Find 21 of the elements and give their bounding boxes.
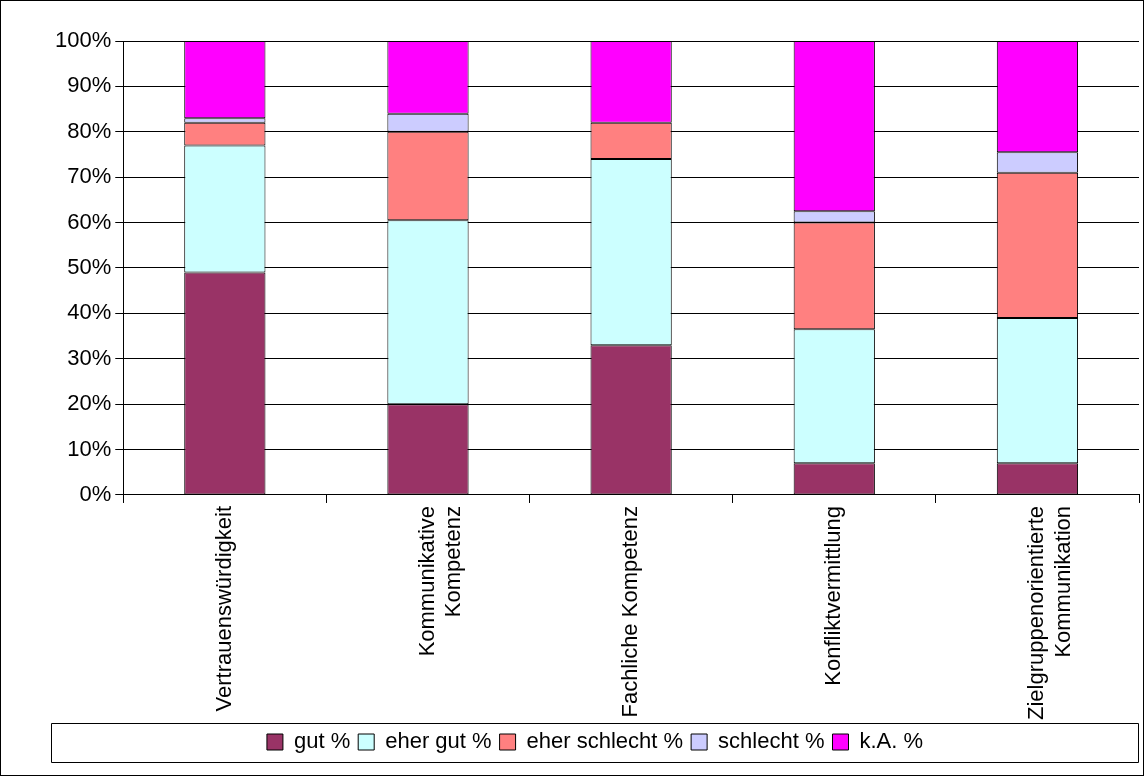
y-tick-label: 0% (79, 481, 112, 507)
x-tick-label: Vertrauenswürdigkeit (210, 505, 236, 712)
x-tick-label: Kommunikative Kompetenz (414, 505, 466, 657)
y-tick-label: 80% (67, 117, 112, 143)
x-tick-label: Fachliche Kompetenz (617, 505, 643, 718)
legend-label: schlecht % (718, 728, 825, 754)
y-tick-label: 60% (67, 208, 112, 234)
legend-label: gut % (293, 728, 351, 754)
y-tick-label: 30% (67, 344, 112, 370)
y-tick-label: 40% (67, 299, 112, 325)
y-tick-label: 10% (67, 435, 112, 461)
legend-label: eher gut % (385, 728, 492, 754)
y-tick-label: 100% (54, 27, 112, 53)
legend-label: eher schlecht % (526, 728, 684, 754)
y-tick-label: 50% (67, 254, 112, 280)
x-tick-label: Zielgruppenorientierte Kommunikation (1023, 505, 1075, 721)
y-tick-label: 70% (67, 163, 112, 189)
legend-label: k.A. % (859, 728, 924, 754)
x-tick-label: Konfliktvermittlung (820, 505, 846, 686)
y-tick-label: 20% (67, 390, 112, 416)
y-tick-label: 90% (67, 72, 112, 98)
